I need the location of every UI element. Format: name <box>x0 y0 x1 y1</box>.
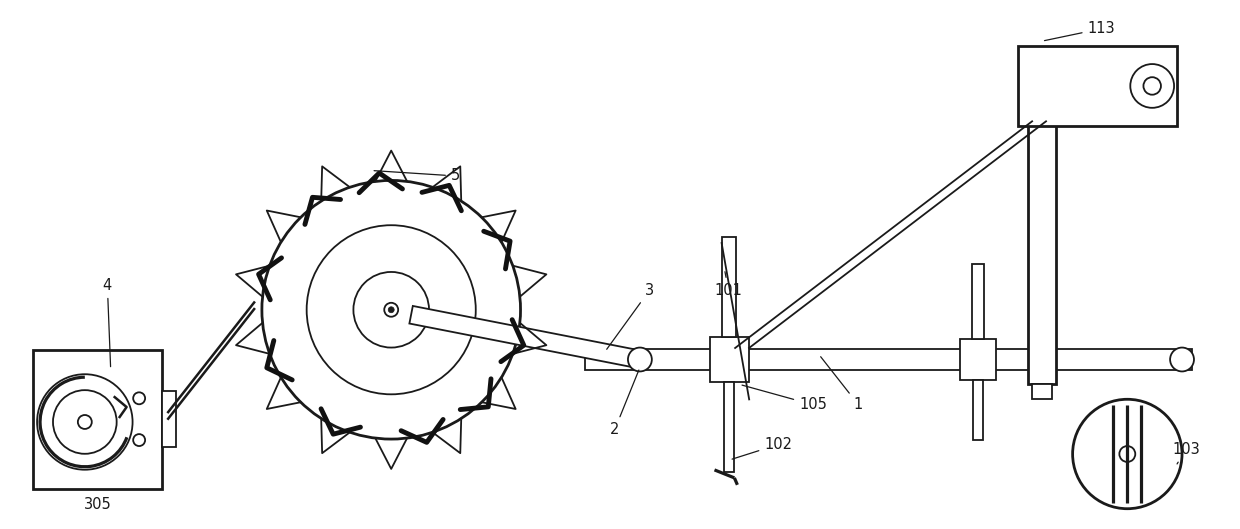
Bar <box>960 339 996 380</box>
Circle shape <box>306 225 476 394</box>
Bar <box>585 349 1192 370</box>
Circle shape <box>353 272 429 348</box>
Bar <box>1032 385 1052 399</box>
Polygon shape <box>409 306 641 368</box>
Text: 105: 105 <box>742 385 827 412</box>
Text: 101: 101 <box>714 272 743 298</box>
Text: 2: 2 <box>610 370 639 437</box>
Bar <box>33 350 162 489</box>
Text: 1: 1 <box>821 357 863 412</box>
Text: 305: 305 <box>84 497 112 512</box>
Bar <box>1028 61 1055 385</box>
Circle shape <box>384 303 398 317</box>
Circle shape <box>37 374 133 470</box>
Circle shape <box>78 415 92 429</box>
Bar <box>972 264 985 339</box>
Text: 3: 3 <box>606 283 653 349</box>
Circle shape <box>1171 348 1194 371</box>
Circle shape <box>1073 399 1182 509</box>
Text: 4: 4 <box>103 278 112 367</box>
Circle shape <box>1143 77 1161 95</box>
Bar <box>724 382 734 472</box>
Text: 113: 113 <box>1044 21 1115 41</box>
Circle shape <box>262 180 521 439</box>
Text: 102: 102 <box>732 437 792 459</box>
Circle shape <box>388 307 394 313</box>
Circle shape <box>1131 64 1174 108</box>
Text: 103: 103 <box>1172 442 1200 464</box>
Circle shape <box>133 393 145 404</box>
Bar <box>1018 46 1177 126</box>
Circle shape <box>133 434 145 446</box>
Circle shape <box>627 348 652 371</box>
Bar <box>723 237 737 336</box>
Bar <box>709 336 749 382</box>
Circle shape <box>1120 446 1136 462</box>
Bar <box>162 391 176 447</box>
Text: 5: 5 <box>374 168 460 184</box>
Circle shape <box>53 390 117 454</box>
Bar <box>973 380 983 440</box>
